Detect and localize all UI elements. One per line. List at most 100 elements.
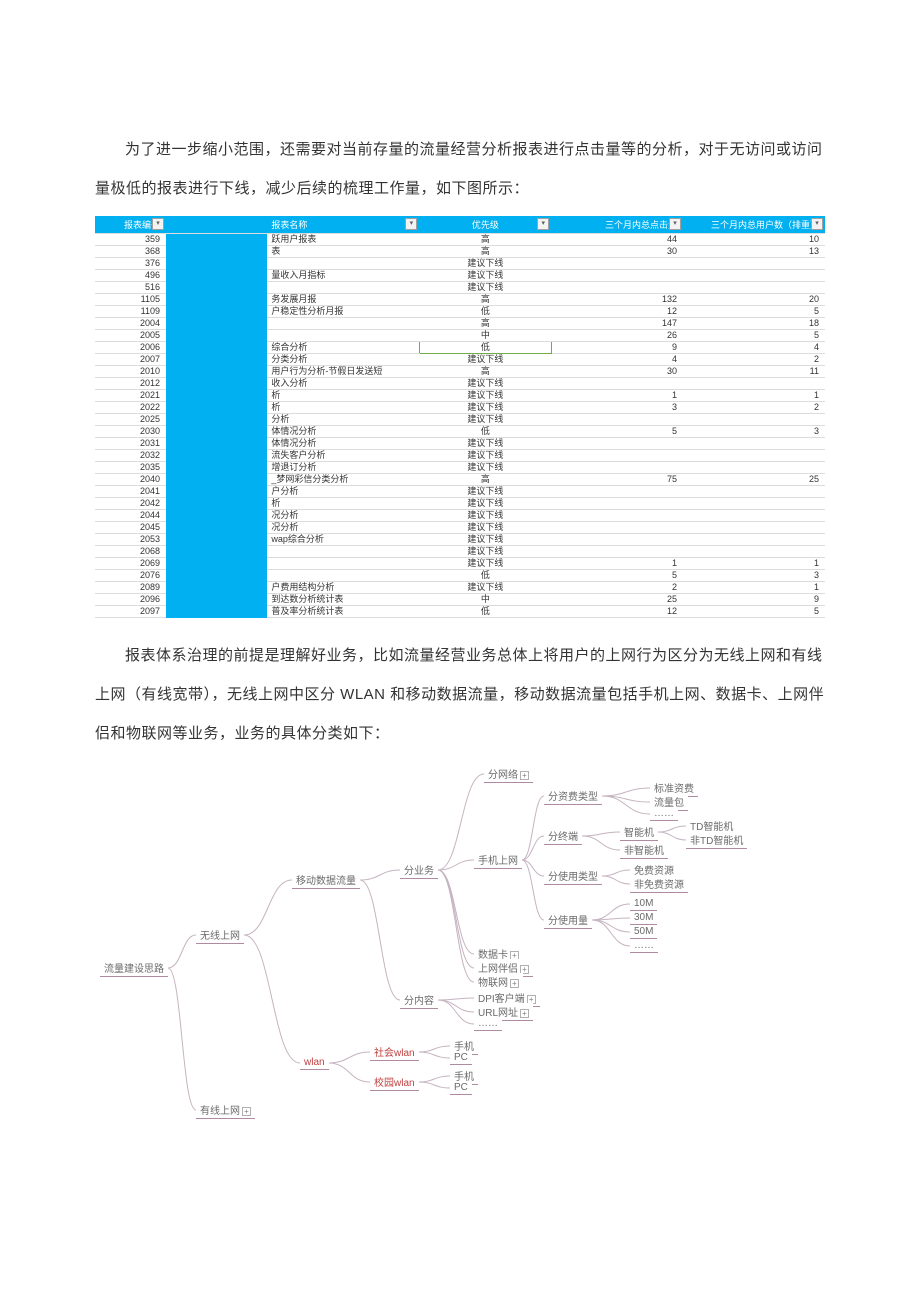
cell-mask — [166, 390, 267, 402]
cell-id: 1105 — [95, 294, 166, 306]
cell-name — [267, 558, 419, 570]
header-priority[interactable]: 优先级 ▾ — [419, 216, 551, 234]
cell-mask — [166, 354, 267, 366]
cell-hits — [551, 414, 683, 426]
cell-id: 2089 — [95, 582, 166, 594]
table-row: 2030体情况分析低53 — [95, 426, 825, 438]
report-table: 报表编号 ▾ 报表名称 ▾ 优先级 ▾ 三个月内总点击量 ▾ 三个月内总用户数（… — [95, 216, 825, 618]
cell-mask — [166, 330, 267, 342]
mindmap-node-dotsfee: …… — [650, 807, 678, 821]
cell-hits — [551, 498, 683, 510]
cell-users: 1 — [683, 390, 825, 402]
cell-users — [683, 522, 825, 534]
cell-hits — [551, 510, 683, 522]
mindmap-edge — [602, 870, 630, 876]
cell-hits — [551, 534, 683, 546]
expand-icon[interactable]: + — [520, 771, 529, 780]
header-name[interactable]: 报表名称 ▾ — [267, 216, 419, 234]
filter-dropdown-icon[interactable]: ▾ — [405, 218, 417, 230]
mindmap-node-root: 流量建设思路 — [100, 959, 168, 977]
cell-priority: 高 — [419, 474, 551, 486]
cell-users: 3 — [683, 426, 825, 438]
cell-id: 359 — [95, 234, 166, 246]
cell-mask — [166, 450, 267, 462]
cell-mask — [166, 234, 267, 246]
header-id[interactable]: 报表编号 ▾ — [95, 216, 166, 234]
table-row: 2068建议下线 — [95, 546, 825, 558]
mindmap-edge — [419, 1076, 450, 1082]
filter-dropdown-icon[interactable]: ▾ — [537, 218, 549, 230]
cell-id: 2031 — [95, 438, 166, 450]
cell-mask — [166, 342, 267, 354]
mindmap-edge — [438, 998, 474, 1000]
cell-id: 2041 — [95, 486, 166, 498]
filter-dropdown-icon[interactable]: ▾ — [669, 218, 681, 230]
table-row: 2021析建议下线11 — [95, 390, 825, 402]
cell-mask — [166, 594, 267, 606]
cell-users: 20 — [683, 294, 825, 306]
cell-mask — [166, 474, 267, 486]
mindmap-edge — [582, 832, 620, 836]
cell-priority: 高 — [419, 234, 551, 246]
cell-mask — [166, 510, 267, 522]
expand-icon[interactable]: + — [510, 979, 519, 988]
cell-id: 2025 — [95, 414, 166, 426]
cell-priority: 建议下线 — [419, 522, 551, 534]
mindmap-node-nosmart: 非智能机 — [620, 841, 668, 859]
cell-hits: 132 — [551, 294, 683, 306]
intro-paragraph-1: 为了进一步缩小范围，还需要对当前存量的流量经营分析报表进行点击量等的分析，对于无… — [95, 130, 825, 208]
cell-name: 析 — [267, 390, 419, 402]
mindmap-edge — [438, 870, 474, 954]
cell-users: 18 — [683, 318, 825, 330]
cell-hits: 9 — [551, 342, 683, 354]
mindmap-node-bynet: 分网络+ — [484, 765, 533, 783]
cell-id: 2021 — [95, 390, 166, 402]
header-users[interactable]: 三个月内总用户数（排重） ▾ — [683, 216, 825, 234]
mindmap-edge — [419, 1082, 450, 1088]
cell-priority: 建议下线 — [419, 438, 551, 450]
cell-mask — [166, 246, 267, 258]
mindmap-node-wireless: 无线上网 — [196, 926, 244, 944]
filter-dropdown-icon[interactable]: ▾ — [152, 218, 164, 230]
expand-icon[interactable]: + — [520, 1009, 529, 1018]
cell-id: 2097 — [95, 606, 166, 618]
cell-users — [683, 414, 825, 426]
cell-mask — [166, 402, 267, 414]
expand-icon[interactable]: + — [242, 1107, 251, 1116]
cell-mask — [166, 318, 267, 330]
mindmap-edge — [522, 836, 544, 860]
cell-name — [267, 546, 419, 558]
cell-name: 体情况分析 — [267, 426, 419, 438]
cell-hits: 44 — [551, 234, 683, 246]
table-row: 2041户分析建议下线 — [95, 486, 825, 498]
cell-mask — [166, 606, 267, 618]
mindmap-edge — [360, 880, 400, 1000]
mindmap-edge — [602, 796, 650, 814]
cell-mask — [166, 270, 267, 282]
cell-name: wap综合分析 — [267, 534, 419, 546]
table-row: 2025分析建议下线 — [95, 414, 825, 426]
table-header-row: 报表编号 ▾ 报表名称 ▾ 优先级 ▾ 三个月内总点击量 ▾ 三个月内总用户数（… — [95, 216, 825, 234]
cell-priority: 高 — [419, 294, 551, 306]
mindmap-edge — [244, 880, 292, 935]
cell-users: 1 — [683, 582, 825, 594]
cell-id: 368 — [95, 246, 166, 258]
header-hits[interactable]: 三个月内总点击量 ▾ — [551, 216, 683, 234]
cell-priority: 建议下线 — [419, 510, 551, 522]
mindmap-node-dots1: …… — [474, 1017, 502, 1031]
mindmap-edge — [168, 968, 196, 1110]
cell-priority: 建议下线 — [419, 498, 551, 510]
cell-priority: 建议下线 — [419, 534, 551, 546]
mindmap-node-byuseamt: 分使用量 — [544, 911, 592, 929]
cell-id: 2007 — [95, 354, 166, 366]
cell-id: 2022 — [95, 402, 166, 414]
cell-users: 1 — [683, 558, 825, 570]
mindmap-node-smart: 智能机 — [620, 823, 658, 841]
cell-id: 2032 — [95, 450, 166, 462]
cell-name: 到达数分析统计表 — [267, 594, 419, 606]
mindmap-node-nonfree: 非免费资源 — [630, 875, 688, 893]
cell-priority: 建议下线 — [419, 270, 551, 282]
filter-dropdown-icon[interactable]: ▾ — [811, 218, 823, 230]
cell-hits — [551, 438, 683, 450]
cell-priority: 建议下线 — [419, 258, 551, 270]
